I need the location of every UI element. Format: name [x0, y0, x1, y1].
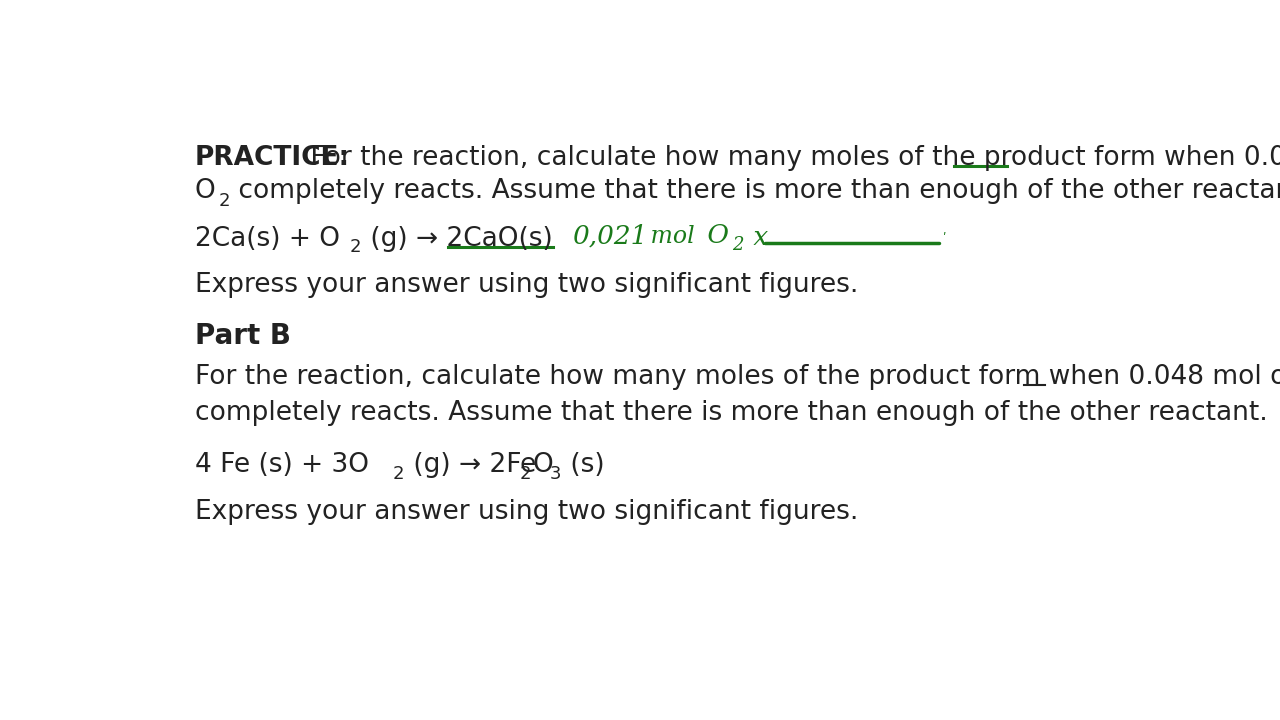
Text: (s): (s)	[562, 452, 604, 478]
Text: O: O	[195, 178, 215, 204]
Text: x: x	[745, 225, 768, 250]
Text: completely reacts. Assume that there is more than enough of the other reactant.: completely reacts. Assume that there is …	[230, 178, 1280, 204]
Text: 3: 3	[550, 464, 562, 482]
Text: completely reacts. Assume that there is more than enough of the other reactant.: completely reacts. Assume that there is …	[195, 400, 1267, 426]
Text: 2: 2	[732, 236, 744, 254]
Text: Express your answer using two significant figures.: Express your answer using two significan…	[195, 272, 858, 298]
Text: 4 Fe (s) + 3O: 4 Fe (s) + 3O	[195, 452, 369, 478]
Text: 2: 2	[393, 464, 404, 482]
Text: O: O	[699, 223, 728, 248]
Text: 2: 2	[349, 238, 361, 256]
Text: 0,021: 0,021	[572, 223, 648, 248]
Text: ʹ: ʹ	[942, 232, 945, 245]
Text: 2: 2	[520, 464, 531, 482]
Text: For the reaction, calculate how many moles of the product form when 0.021 mol of: For the reaction, calculate how many mol…	[302, 145, 1280, 171]
Text: 2: 2	[219, 192, 230, 210]
Text: For the reaction, calculate how many moles of the product form when 0.048 mol of: For the reaction, calculate how many mol…	[195, 364, 1280, 390]
Text: 2Ca(s) + O: 2Ca(s) + O	[195, 226, 339, 252]
Text: Part B: Part B	[195, 322, 291, 350]
Text: (g) → 2Fe: (g) → 2Fe	[404, 452, 536, 478]
Text: mol: mol	[643, 225, 695, 248]
Text: O: O	[532, 452, 553, 478]
Text: (g) → 2CaO(s): (g) → 2CaO(s)	[362, 226, 553, 252]
Text: Express your answer using two significant figures.: Express your answer using two significan…	[195, 500, 858, 526]
Text: PRACTICE:: PRACTICE:	[195, 145, 349, 171]
